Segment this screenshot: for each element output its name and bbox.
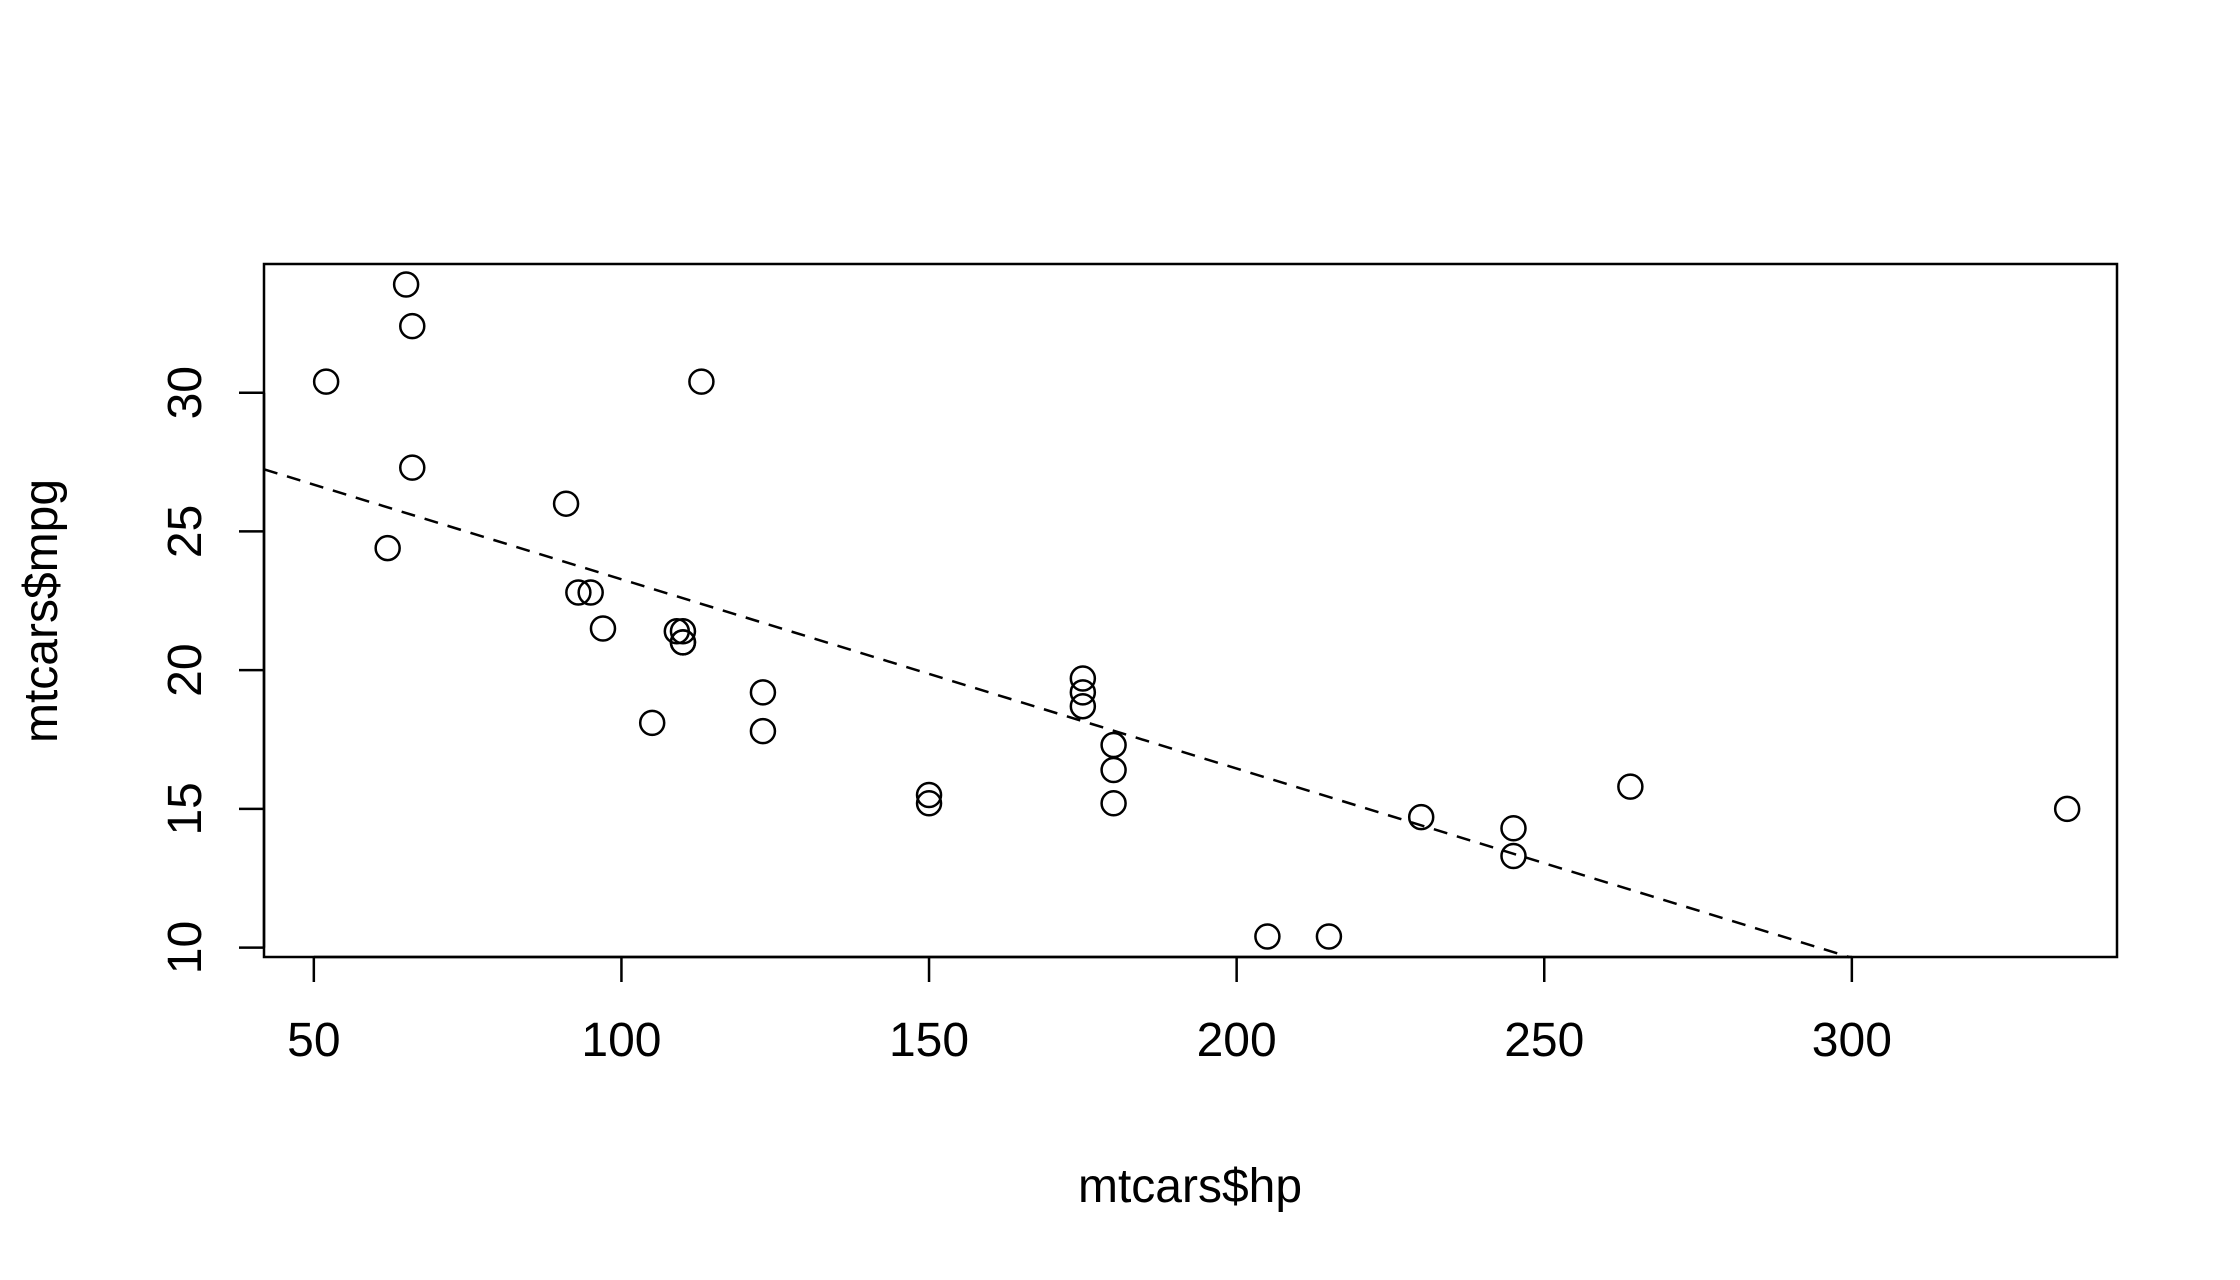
data-point — [1069, 665, 1097, 692]
x-tick-label: 200 — [1197, 1014, 1277, 1067]
data-point — [2053, 795, 2081, 823]
x-tick-label: 100 — [581, 1014, 661, 1067]
data-point — [1315, 923, 1343, 950]
data-point — [1500, 815, 1527, 842]
data-point — [1254, 923, 1281, 950]
data-point — [1100, 790, 1127, 817]
plot-frame — [262, 262, 2119, 959]
data-point — [392, 271, 420, 298]
y-axis: 10 15 20 25 30 — [159, 366, 266, 974]
data-point — [1100, 756, 1127, 784]
y-tick-label: 30 — [159, 366, 212, 419]
data-point — [749, 717, 777, 745]
data-point — [915, 790, 943, 817]
x-tick-label: 50 — [287, 1014, 340, 1067]
data-point — [312, 368, 340, 395]
y-tick-label: 10 — [159, 921, 212, 974]
y-tick-label: 15 — [159, 782, 212, 835]
data-point — [1069, 692, 1097, 720]
data-point — [1617, 773, 1644, 800]
data-point — [749, 679, 777, 706]
x-axis: 50 100 150 200 250 300 — [287, 955, 1892, 1067]
data-point — [399, 454, 426, 481]
data-point — [915, 781, 943, 809]
x-tick-label: 250 — [1504, 1014, 1584, 1067]
x-tick-label: 150 — [889, 1014, 969, 1067]
x-tick-label: 300 — [1812, 1014, 1892, 1067]
data-point — [638, 709, 666, 737]
data-point — [1407, 803, 1435, 831]
data-point — [374, 534, 401, 562]
data-point — [1100, 731, 1127, 759]
y-axis-label: mtcars$mpg — [15, 479, 68, 743]
regression-line — [263, 468, 1850, 959]
y-tick-label: 20 — [159, 643, 212, 696]
data-points-layer — [312, 271, 2081, 950]
data-point — [669, 618, 697, 645]
regression-line-layer — [263, 468, 1850, 959]
data-point — [552, 490, 580, 517]
data-point — [1069, 679, 1097, 706]
data-point — [663, 618, 691, 645]
data-point — [399, 312, 426, 340]
data-point — [1500, 842, 1527, 870]
y-tick-label: 25 — [159, 505, 212, 558]
data-point — [688, 368, 715, 395]
data-point — [565, 579, 592, 606]
data-point — [589, 615, 617, 642]
data-point — [577, 579, 604, 606]
x-axis-label: mtcars$hp — [1078, 1160, 1302, 1213]
